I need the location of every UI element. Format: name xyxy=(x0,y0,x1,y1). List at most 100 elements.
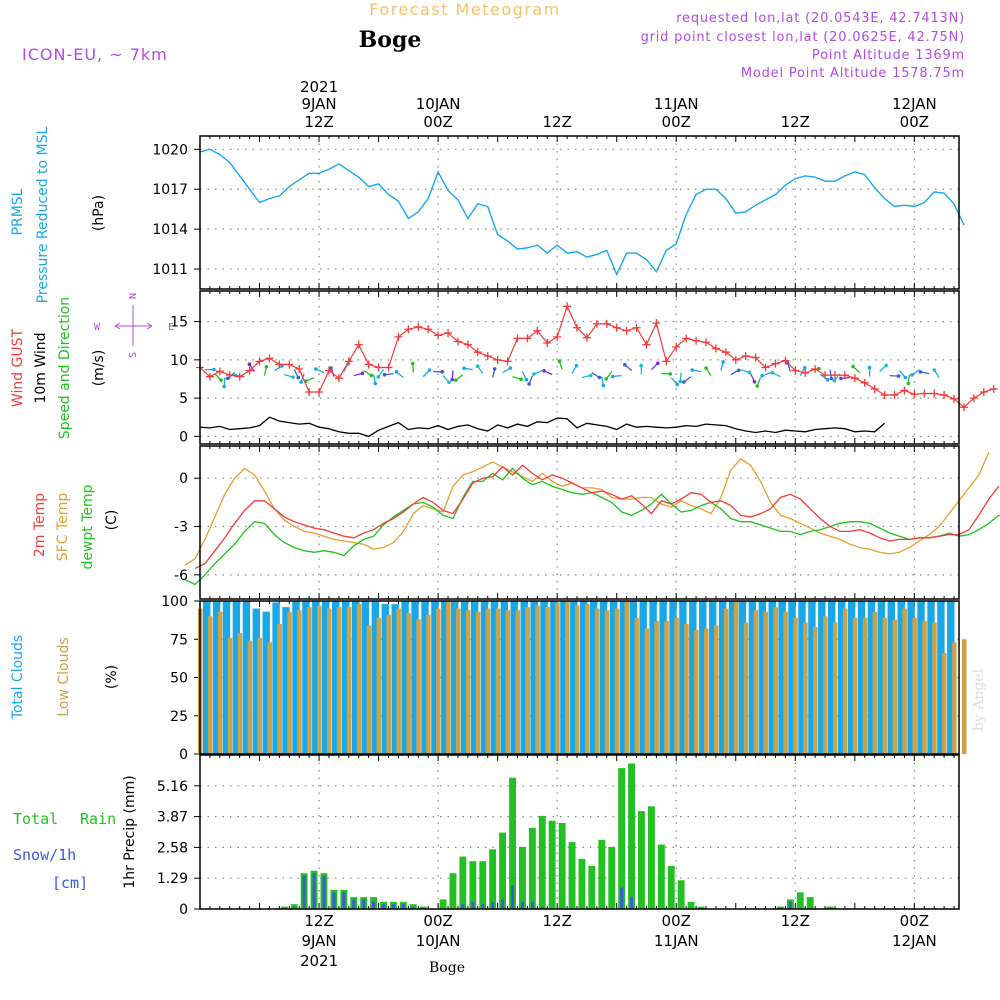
wind-arrow-head xyxy=(721,360,725,364)
wind-arrow-head xyxy=(825,377,830,382)
total-cloud-bar xyxy=(788,601,796,754)
precip-label-cm: [cm] xyxy=(52,874,88,892)
low-cloud-bar xyxy=(852,617,858,754)
gust-marker xyxy=(741,352,750,361)
total-cloud-bar xyxy=(391,604,399,754)
snow-bar xyxy=(540,906,544,909)
low-cloud-bar xyxy=(456,608,461,754)
snow-bar xyxy=(401,904,405,909)
total-cloud-bar xyxy=(738,601,747,754)
time-label-top: 12Z xyxy=(304,113,333,131)
compass-west: W xyxy=(94,322,101,333)
compass-north: N xyxy=(128,293,139,299)
total-cloud-bar xyxy=(649,601,657,754)
time-label-bottom: 12Z xyxy=(304,912,333,930)
gust-marker xyxy=(553,332,562,341)
total-cloud-bar xyxy=(838,601,846,754)
cloud-bars xyxy=(198,601,967,755)
gust-marker xyxy=(612,323,621,332)
time-label-bottom: 00Z xyxy=(662,912,691,930)
snow-bar xyxy=(471,901,475,909)
low-cloud-bar xyxy=(773,607,778,754)
rain-bar xyxy=(657,844,665,909)
rain-bar xyxy=(648,806,655,909)
time-label-bottom: 2021 xyxy=(300,952,338,970)
temperature-panel: -6 -3 0 2m Temp SFC Temp dewpt Temp (C) xyxy=(32,445,1000,600)
wind-arrow-head xyxy=(601,383,606,388)
wind-arrow-head xyxy=(832,378,837,383)
y-tick-label: 1011 xyxy=(152,262,188,278)
wind-arrow-head xyxy=(639,363,643,368)
total-cloud-bar xyxy=(431,601,439,754)
low-cloud-bar xyxy=(436,608,441,754)
gust-marker xyxy=(434,331,443,340)
total-cloud-bar xyxy=(361,601,370,754)
gust-marker xyxy=(215,367,224,376)
y-tick-label: -3 xyxy=(174,520,188,536)
gust-marker xyxy=(910,390,919,399)
rain-bar xyxy=(558,823,566,909)
low-cloud-bar xyxy=(862,617,868,754)
point-altitude: Point Altitude 1369m xyxy=(812,48,965,63)
y-tick-label: 0 xyxy=(179,471,188,487)
temp-label-2m: 2m Temp xyxy=(32,493,48,557)
low-cloud-bar xyxy=(346,607,352,754)
wind-arrow-head xyxy=(462,366,466,371)
total-cloud-bar xyxy=(451,601,459,754)
wind-arrow-head xyxy=(588,373,593,378)
low-cloud-bar xyxy=(872,611,878,754)
low-cloud-bar xyxy=(446,601,451,754)
low-cloud-bar xyxy=(575,605,580,754)
total-cloud-bar xyxy=(699,601,707,754)
low-cloud-bar xyxy=(962,639,967,755)
low-cloud-bar xyxy=(555,602,560,754)
gust-marker xyxy=(573,323,582,332)
gust-marker xyxy=(453,337,462,346)
wind-arrow-head xyxy=(752,380,757,384)
pressure-label-msl: Pressure Reduced to MSL xyxy=(35,126,51,303)
pressure-series-line xyxy=(199,148,965,277)
y-tick-label: 5.16 xyxy=(157,779,188,795)
wind-gust-markers xyxy=(196,302,998,412)
rain-bar xyxy=(449,873,457,909)
rain-bar xyxy=(528,827,536,909)
total-cloud-bar xyxy=(768,601,776,754)
total-cloud-bar xyxy=(728,601,737,754)
wind-label-gust: Wind GUST xyxy=(10,328,26,407)
time-label-top: 00Z xyxy=(662,113,691,131)
gust-marker xyxy=(305,387,314,396)
wind-arrow-head xyxy=(373,381,378,386)
gust-marker xyxy=(811,365,820,374)
low-cloud-bar xyxy=(396,608,401,754)
low-cloud-bar xyxy=(892,619,897,754)
wind-arrow-head xyxy=(450,377,455,382)
y-tick-label: 100 xyxy=(161,594,188,610)
low-cloud-bar xyxy=(753,610,759,754)
compass-rose: N W E S xyxy=(94,293,174,358)
y-tick-label: 75 xyxy=(170,632,188,648)
chart-title: Forecast Meteogram xyxy=(369,0,560,19)
total-cloud-bar xyxy=(302,601,310,754)
snow-bar xyxy=(530,901,534,909)
gust-marker xyxy=(662,357,671,366)
low-cloud-bar xyxy=(664,620,669,754)
total-cloud-bar xyxy=(917,601,925,754)
rain-bar xyxy=(499,832,506,909)
total-cloud-bar xyxy=(748,601,757,754)
wind-arrow-head xyxy=(382,372,387,377)
temp-2m-line xyxy=(194,464,1000,569)
low-cloud-bar xyxy=(207,616,213,754)
total-cloud-bar xyxy=(709,601,717,754)
rain-bar xyxy=(677,880,685,909)
wind-arrow-head xyxy=(475,364,480,369)
clouds-label-low: Low Clouds xyxy=(56,637,72,716)
low-cloud-bar xyxy=(535,605,540,754)
low-cloud-bar xyxy=(882,617,888,754)
wind-arrow-head xyxy=(604,377,609,381)
time-label-bottom: 12JAN xyxy=(892,932,937,950)
gust-marker xyxy=(989,384,998,393)
wind-arrow-head xyxy=(369,373,374,378)
precip-panel: 0 1.29 2.58 3.87 5.16 Total Rain Snow/1h [cm… xyxy=(13,754,960,918)
temp-label-dewpt: dewpt Temp xyxy=(80,484,96,569)
clouds-label-total: Total Clouds xyxy=(10,635,26,720)
